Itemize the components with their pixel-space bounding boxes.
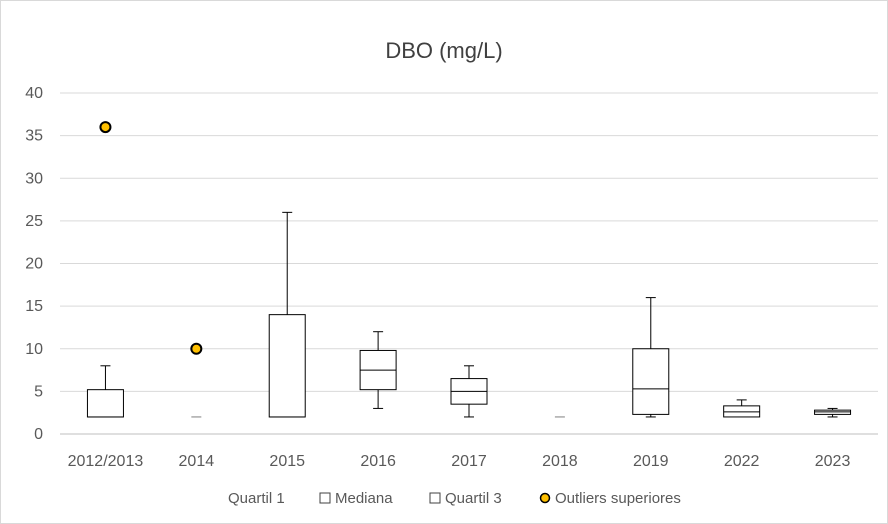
y-axis-ticks: 0 5 10 15 20 25 30 35 40 xyxy=(25,85,43,443)
legend: Quartil 1 Mediana Quartil 3 Outliers superi… xyxy=(228,490,681,507)
box-2019 xyxy=(632,297,670,418)
y-tick-label: 35 xyxy=(25,128,43,145)
legend-label: Quartil 3 xyxy=(445,490,502,507)
y-tick-label: 5 xyxy=(34,383,43,400)
x-tick-label: 2017 xyxy=(451,453,487,470)
x-tick-label: 2012/2013 xyxy=(68,453,144,470)
legend-item: Outliers superiores xyxy=(539,490,681,507)
outlier-point xyxy=(190,342,203,355)
x-tick-label: 2015 xyxy=(269,453,305,470)
y-tick-label: 20 xyxy=(25,256,43,273)
x-tick-label: 2016 xyxy=(360,453,396,470)
box-2014 xyxy=(190,342,203,418)
box-2017 xyxy=(450,365,488,418)
x-tick-label: 2023 xyxy=(815,453,851,470)
x-tick-label: 2022 xyxy=(724,453,760,470)
legend-dot-swatch xyxy=(539,492,551,504)
legend-label: Outliers superiores xyxy=(555,490,681,507)
box-body xyxy=(86,389,124,418)
y-tick-label: 30 xyxy=(25,170,43,187)
legend-item: Quartil 1 xyxy=(228,490,285,507)
chart-title: DBO (mg/L) xyxy=(385,38,502,63)
x-tick-label: 2019 xyxy=(633,453,669,470)
legend-label: Quartil 1 xyxy=(228,490,285,507)
x-tick-label: 2014 xyxy=(179,453,215,470)
box-layer xyxy=(86,121,852,418)
legend-box-swatch xyxy=(319,492,331,504)
box-body xyxy=(632,348,670,415)
y-tick-label: 10 xyxy=(25,341,43,358)
legend-item: Quartil 3 xyxy=(429,490,502,507)
y-tick-label: 15 xyxy=(25,298,43,315)
box-body xyxy=(268,314,306,418)
outlier-point xyxy=(99,121,112,134)
box-2023 xyxy=(814,407,852,418)
legend-box-swatch xyxy=(429,492,441,504)
x-tick-label: 2018 xyxy=(542,453,578,470)
x-axis-ticks: 2012/2013 2014 2015 2016 2017 2018 2019 2022 202… xyxy=(68,453,851,470)
legend-label: Mediana xyxy=(335,490,393,507)
y-tick-label: 40 xyxy=(25,85,43,102)
legend-item: Mediana xyxy=(319,490,393,507)
box-2016 xyxy=(359,331,397,409)
box-2022 xyxy=(723,399,761,418)
box-2012-2013 xyxy=(86,121,124,418)
box-2015 xyxy=(268,211,306,418)
gridlines xyxy=(60,92,878,435)
y-tick-label: 25 xyxy=(25,213,43,230)
y-tick-label: 0 xyxy=(34,426,43,443)
